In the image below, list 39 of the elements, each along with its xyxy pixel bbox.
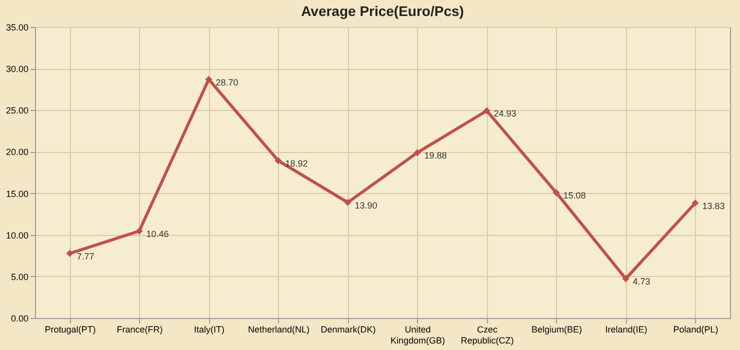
data-label: 24.93 xyxy=(494,108,516,119)
chart-title: Average Price(Euro/Pcs) xyxy=(301,3,464,19)
y-tick-label: 30.00 xyxy=(6,64,28,74)
y-tick-label: 0.00 xyxy=(10,314,28,324)
point xyxy=(483,107,490,114)
y-tick-label: 10.00 xyxy=(6,230,28,240)
y-tick-label: 5.00 xyxy=(10,272,28,282)
data-label: 7.77 xyxy=(76,251,94,262)
x-tick-label: Italy(IT) xyxy=(194,324,224,334)
point xyxy=(205,76,212,83)
point xyxy=(344,198,352,206)
data-label: 10.46 xyxy=(146,229,169,240)
point xyxy=(136,227,143,235)
x-tick-label: Czec Republic(CZ) xyxy=(460,324,514,346)
x-tick-label: Ireland(IE) xyxy=(605,324,648,334)
data-label: 19.88 xyxy=(424,150,447,161)
x-tick-label: Protugal(PT) xyxy=(44,324,96,334)
y-tick-label: 20.00 xyxy=(6,147,28,158)
data-label: 18.92 xyxy=(285,158,308,169)
data-label: 13.83 xyxy=(702,201,725,212)
y-tick-label: 15.00 xyxy=(6,188,28,199)
x-tick-label: Netherland(NL) xyxy=(248,324,310,334)
x-tick-label: Poland(PL) xyxy=(673,324,718,334)
point xyxy=(552,189,560,196)
y-tick-label: 25.00 xyxy=(6,106,28,116)
x-tick-label: France(FR) xyxy=(116,324,163,334)
point xyxy=(274,157,282,164)
data-label: 28.70 xyxy=(216,77,238,88)
point xyxy=(692,199,699,207)
data-label: 4.73 xyxy=(632,276,650,287)
x-tick-label: Belgium(BE) xyxy=(531,324,582,334)
point xyxy=(414,149,421,156)
data-label: 13.90 xyxy=(354,200,378,210)
y-tick-label: 35.00 xyxy=(6,22,28,32)
x-tick-label: United Kingdom(GB) xyxy=(390,324,446,346)
point xyxy=(622,275,630,282)
data-label: 15.08 xyxy=(563,190,586,201)
point xyxy=(66,250,74,257)
x-tick-label: Denmark(DK) xyxy=(320,324,376,334)
